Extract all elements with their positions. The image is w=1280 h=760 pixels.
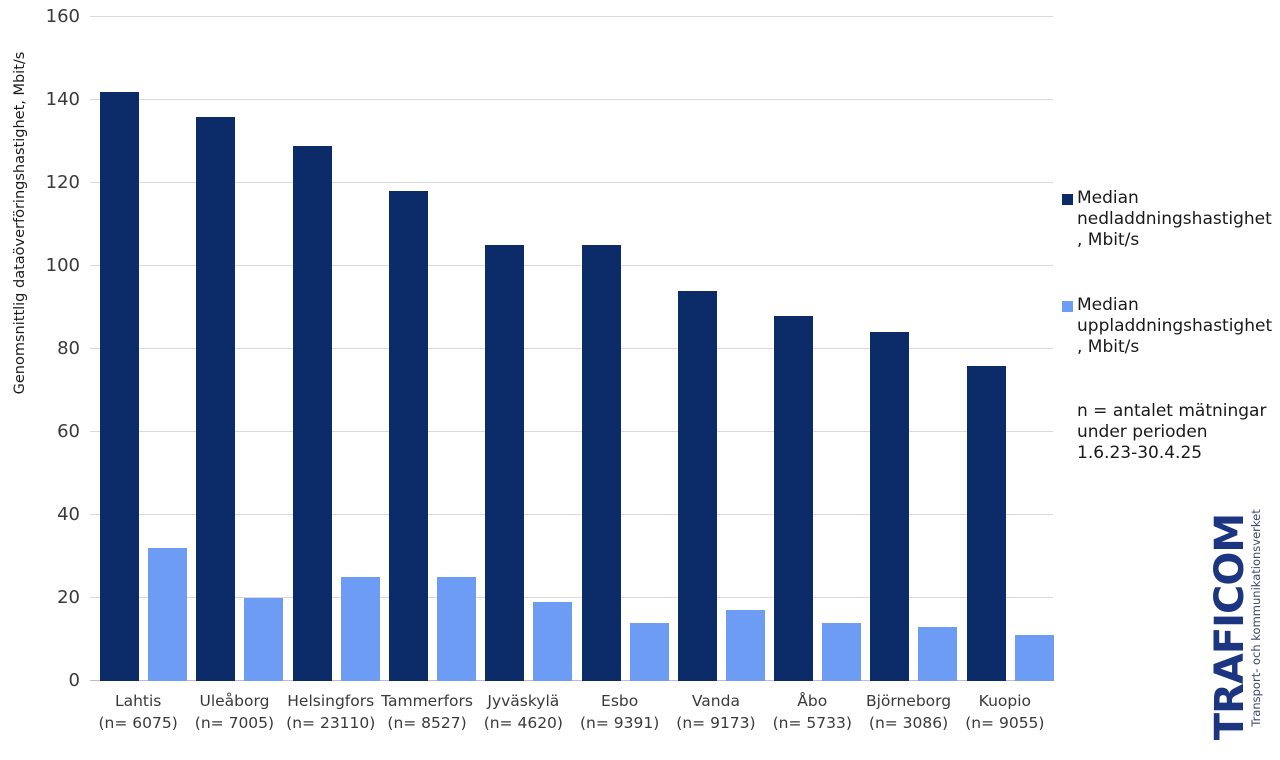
traficom-logo: TRAFICOM — [1207, 513, 1253, 741]
legend-label-download: Median nedladdningshastighet , Mbit/s — [1077, 188, 1272, 251]
y-axis-title: Genomsnittlig dataöverföringshastighet, … — [12, 51, 28, 395]
bar-download — [581, 245, 621, 681]
y-tick-label: 120 — [45, 172, 80, 193]
bar-upload — [629, 622, 669, 681]
city-name: Tammerfors — [381, 692, 473, 710]
x-tick-label: Lahtis (n= 6075) — [90, 690, 186, 734]
y-tick-label: 140 — [45, 89, 80, 110]
bar-upload — [822, 622, 862, 681]
bar-upload — [340, 577, 380, 681]
y-tick-label: 80 — [57, 338, 80, 359]
bar-download — [100, 91, 139, 681]
gridline — [90, 514, 1053, 515]
legend-label-line: Median — [1077, 295, 1139, 315]
x-tick-label: Tammerfors (n= 8527) — [379, 690, 475, 734]
note-line: under perioden — [1077, 422, 1208, 442]
n-count-label: (n= 23110) — [286, 714, 376, 732]
gridline — [90, 16, 1053, 17]
bar-download — [388, 191, 428, 681]
gridline — [90, 348, 1053, 349]
x-tick-label: Helsingfors (n= 23110) — [283, 690, 379, 734]
bar-download — [870, 332, 910, 681]
city-name: Kuopio — [978, 692, 1031, 710]
legend-item-upload: Median uppladdningshastighet , Mbit/s — [1062, 295, 1277, 358]
n-count-label: (n= 7005) — [194, 714, 275, 732]
legend-swatch-download-icon — [1062, 194, 1073, 205]
n-count-label: (n= 9173) — [676, 714, 756, 732]
legend-label-line: , Mbit/s — [1077, 337, 1140, 357]
y-tick-label: 100 — [45, 255, 80, 276]
legend-label-line: uppladdningshastighet — [1077, 316, 1273, 336]
traficom-tagline: Transport- och kommunikationsverket — [1249, 509, 1263, 727]
city-name: Jyväskylä — [487, 692, 560, 710]
x-tick-label: Vanda (n= 9173) — [668, 690, 764, 734]
n-count-label: (n= 4620) — [483, 714, 563, 732]
gridline — [90, 182, 1053, 183]
bar-upload — [725, 610, 765, 681]
legend-label-upload: Median uppladdningshastighet , Mbit/s — [1077, 295, 1272, 358]
n-count-label: (n= 3086) — [868, 714, 949, 732]
n-count-label: (n= 9391) — [580, 714, 660, 732]
bar-upload — [533, 602, 573, 681]
city-name: Helsingfors — [287, 692, 375, 710]
gridline — [90, 431, 1053, 432]
measurement-note: n = antalet mätningar under perioden 1.6… — [1062, 401, 1277, 464]
y-tick-label: 0 — [68, 670, 80, 691]
gridline — [90, 99, 1053, 100]
city-name: Åbo — [797, 692, 828, 710]
city-name: Uleåborg — [199, 692, 270, 710]
n-count-label: (n= 8527) — [387, 714, 467, 732]
x-tick-label: Kuopio (n= 9055) — [957, 690, 1053, 734]
bar-download — [485, 245, 525, 681]
y-tick-label: 40 — [57, 504, 80, 525]
bar-download — [196, 116, 236, 681]
y-tick-label: 60 — [57, 421, 80, 442]
gridline — [90, 265, 1053, 266]
bar-upload — [244, 598, 284, 681]
legend-label-line: nedladdningshastighet — [1077, 209, 1272, 229]
n-count-label: (n= 5733) — [772, 714, 852, 732]
bar-download — [677, 290, 717, 681]
bar-upload — [1014, 635, 1054, 681]
bar-download — [774, 315, 814, 681]
bar-upload — [148, 548, 187, 681]
legend-label-line: Median — [1077, 188, 1139, 208]
bar-download — [292, 145, 332, 681]
bar-upload — [918, 627, 958, 681]
legend-swatch-upload-icon — [1062, 301, 1073, 312]
note-line: n = antalet mätningar — [1077, 401, 1267, 421]
bar-upload — [436, 577, 476, 681]
x-tick-label: Björneborg (n= 3086) — [860, 690, 956, 734]
gridline — [90, 597, 1053, 598]
x-tick-label: Jyväskylä (n= 4620) — [475, 690, 571, 734]
city-name: Lahtis — [114, 692, 162, 710]
x-tick-label: Esbo (n= 9391) — [572, 690, 668, 734]
x-tick-label: Uleåborg (n= 7005) — [186, 690, 282, 734]
city-name: Björneborg — [865, 692, 952, 710]
x-tick-label: Åbo (n= 5733) — [764, 690, 860, 734]
city-name: Vanda — [691, 692, 740, 710]
note-line: 1.6.23-30.4.25 — [1077, 443, 1203, 463]
legend-item-download: Median nedladdningshastighet , Mbit/s — [1062, 188, 1277, 251]
legend: Median nedladdningshastighet , Mbit/s Me… — [1062, 188, 1277, 464]
legend-label-line: , Mbit/s — [1077, 230, 1140, 250]
city-name: Esbo — [601, 692, 639, 710]
y-tick-label: 20 — [57, 587, 80, 608]
n-count-label: (n= 9055) — [965, 714, 1045, 732]
n-count-label: (n= 6075) — [98, 714, 178, 732]
y-tick-label: 160 — [45, 6, 80, 27]
bar-download — [966, 365, 1006, 681]
